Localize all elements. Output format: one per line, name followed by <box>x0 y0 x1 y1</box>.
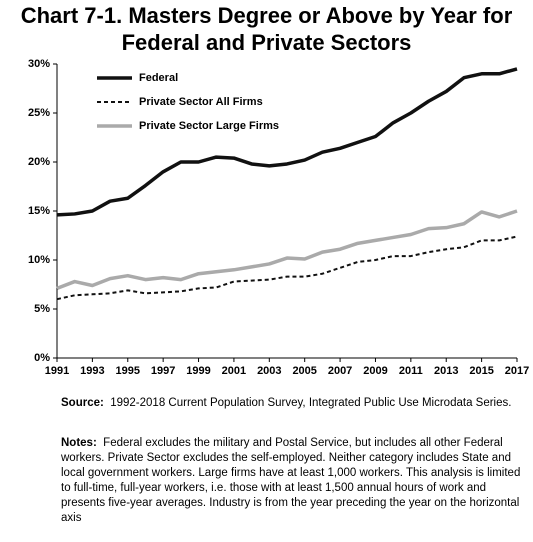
x-tick-label: 2001 <box>222 365 246 377</box>
series-line <box>56 67 518 217</box>
x-tick-label: 2007 <box>328 365 352 377</box>
notes-label: Notes: <box>61 437 97 449</box>
x-tick-label: 2009 <box>363 365 387 377</box>
x-tick-label: 2015 <box>469 365 493 377</box>
y-tick-label: 15% <box>28 205 50 217</box>
y-tick-label: 25% <box>28 107 50 119</box>
x-tick-label: 1993 <box>80 365 104 377</box>
source: Source: 1992-2018 Current Population Sur… <box>61 396 521 411</box>
y-tick-label: 30% <box>28 58 50 70</box>
x-tick-label: 2005 <box>292 365 316 377</box>
chart: 0% 5% 10% 15% 20% 25% 30% 1991 1993 1995 1997 1999 2… <box>28 58 529 377</box>
series-line <box>56 235 518 301</box>
legend-label: Private Sector Large Firms <box>139 120 279 132</box>
chart-title: Chart 7-1. Masters Degree or Above by Ye… <box>20 3 513 55</box>
x-tick-label: 2011 <box>399 365 423 377</box>
x-tick-label: 2003 <box>257 365 281 377</box>
x-tick-label: 1995 <box>116 365 140 377</box>
y-tick-label: 20% <box>28 156 50 168</box>
source-text: 1992-2018 Current Population Survey, Int… <box>110 397 512 409</box>
notes-text: Federal excludes the military and Postal… <box>61 437 521 524</box>
y-tick-label: 0% <box>34 352 50 364</box>
legend-label: Private Sector All Firms <box>139 96 263 108</box>
y-tick-label: 5% <box>34 303 50 315</box>
x-tick-label: 2017 <box>505 365 529 377</box>
series-line <box>56 209 518 291</box>
source-label: Source: <box>61 397 104 409</box>
legend-label: Federal <box>139 72 178 84</box>
x-tick-label: 1991 <box>45 365 69 377</box>
x-tick-label: 1999 <box>186 365 210 377</box>
y-tick-label: 10% <box>28 254 50 266</box>
x-tick-label: 2013 <box>434 365 458 377</box>
x-tick-label: 1997 <box>151 365 175 377</box>
notes: Notes: Federal excludes the military and… <box>61 436 521 526</box>
